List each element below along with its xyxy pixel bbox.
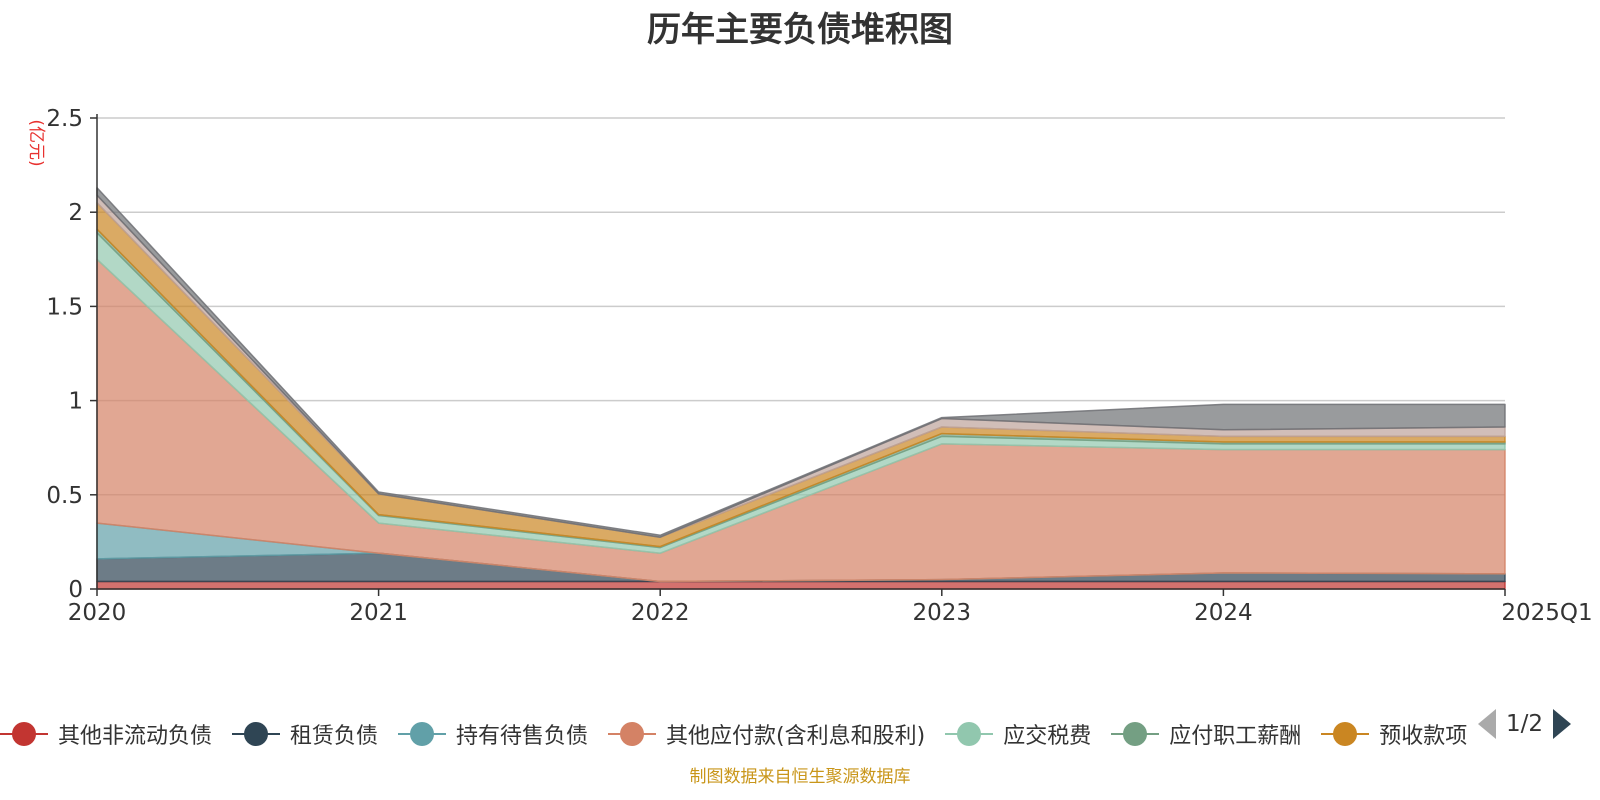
- legend-marker-icon: [1321, 721, 1370, 747]
- legend-marker-icon: [945, 721, 994, 747]
- legend-prev-page-icon[interactable]: [1478, 709, 1496, 739]
- x-tick-label: 2024: [1194, 600, 1253, 626]
- legend-item[interactable]: 持有待售负债: [398, 712, 588, 756]
- legend-marker-icon: [232, 721, 281, 747]
- axes: 0 0.5 1 1.5 2 2.5 2020 2021 2022 2023 2024 2025Q1: [46, 106, 1592, 626]
- x-tick-label: 2023: [913, 600, 972, 626]
- area-series: [96, 186, 1506, 590]
- legend-page-indicator: 1/2: [1506, 711, 1544, 737]
- legend-label: 预收款项: [1379, 724, 1468, 749]
- x-tick-label: 2021: [349, 600, 408, 626]
- area-series-8[interactable]: [96, 186, 1506, 538]
- y-tick-label: 1.5: [46, 294, 83, 320]
- stacked-area-chart: 0 0.5 1 1.5 2 2.5 2020 2021 2022 2023 2024 2025Q1 (…: [26, 106, 1593, 626]
- legend-marker-icon: [608, 721, 657, 747]
- legend-item[interactable]: 预收款项: [1321, 712, 1467, 756]
- chart-title: 历年主要负债堆积图: [647, 10, 953, 50]
- legend-item[interactable]: 其他应付款(含利息和股利): [608, 712, 925, 756]
- x-tick-label: 2025Q1: [1501, 600, 1592, 626]
- y-tick-label: 0: [68, 577, 83, 603]
- y-tick-label: 0.5: [46, 483, 83, 509]
- y-tick-label: 2.5: [46, 106, 83, 132]
- legend-pager: 1/2: [1474, 704, 1572, 744]
- legend-label: 其他非流动负债: [58, 724, 213, 749]
- y-tick-label: 2: [68, 200, 83, 226]
- legend-label: 持有待售负债: [456, 724, 589, 749]
- source-note: 制图数据来自恒生聚源数据库: [689, 767, 911, 787]
- legend-marker-icon: [398, 721, 447, 747]
- legend-item[interactable]: 租赁负债: [232, 712, 378, 756]
- legend-item[interactable]: 应付职工薪酬: [1111, 712, 1301, 756]
- legend-label: 租赁负债: [290, 724, 379, 749]
- y-unit-label: (亿元): [26, 119, 46, 166]
- legend-next-page-icon[interactable]: [1553, 709, 1572, 739]
- legend-marker-icon: [0, 721, 48, 747]
- legend: 其他非流动负债 租赁负债 持有待售负债 其他应付款(含利息和股利) 应交税费 应付职工薪酬…: [0, 712, 1480, 756]
- y-tick-label: 1: [68, 389, 83, 415]
- legend-label: 应交税费: [1003, 724, 1092, 749]
- legend-item[interactable]: 其他非流动负债: [0, 712, 212, 756]
- legend-label: 其他应付款(含利息和股利): [666, 724, 926, 749]
- legend-marker-icon: [1111, 721, 1160, 747]
- x-tick-label: 2020: [68, 600, 127, 626]
- legend-item[interactable]: 应交税费: [945, 712, 1091, 756]
- area-series-0[interactable]: [96, 580, 1506, 590]
- legend-label: 应付职工薪酬: [1169, 724, 1302, 749]
- x-tick-label: 2022: [631, 600, 690, 626]
